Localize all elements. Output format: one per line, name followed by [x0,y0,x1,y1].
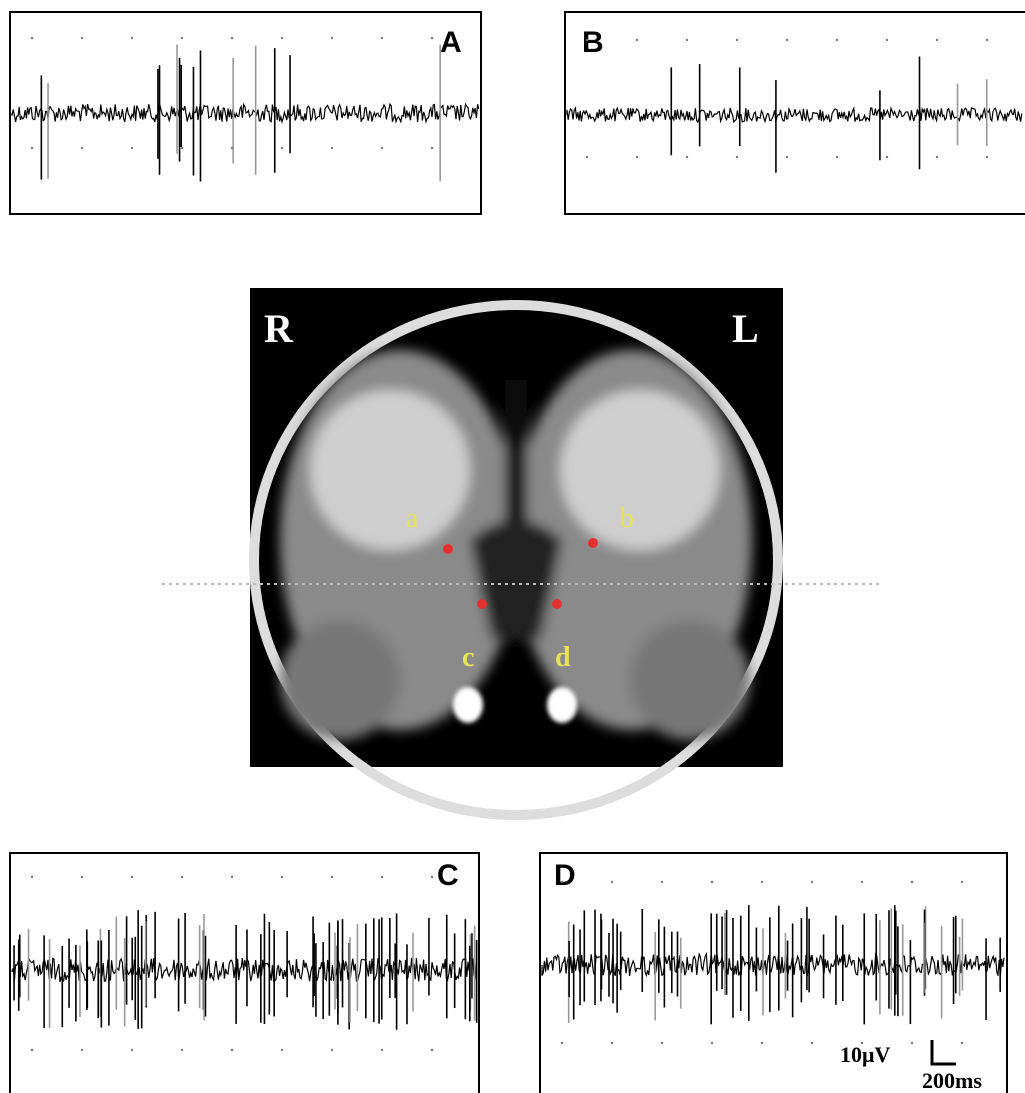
grid-dot [836,39,838,41]
mri-image: R L a b c d [250,288,783,815]
grid-dot [636,39,638,41]
site-label: d [555,642,571,673]
grid-dot [786,156,788,158]
grid-dot [761,881,763,883]
grid-dot [331,1049,333,1051]
scale-bar-lines [932,1040,956,1064]
grid-dot [231,37,233,39]
site-label: c [462,642,474,673]
grid-dot [331,37,333,39]
electrode-site [552,599,562,609]
grid-dot [886,156,888,158]
panel-label: A [440,26,462,59]
grid-dot [131,37,133,39]
scale-bar: 10μV 200ms [840,1040,982,1093]
grid-dot [231,876,233,878]
grid-dot [561,881,563,883]
electrode-site [477,599,487,609]
grid-dot [181,147,183,149]
grid-dot [181,37,183,39]
grid-dot [911,881,913,883]
figure: A B C D R L a b c d [0,0,1025,1093]
grid-dot [586,39,588,41]
grid-dot [81,147,83,149]
grid-dot [811,1042,813,1044]
grid-dot [711,1042,713,1044]
grid-dot [281,37,283,39]
grid-dot [961,1042,963,1044]
grid-dot [711,881,713,883]
trace [542,954,1004,976]
grid-dot [736,39,738,41]
panel-label: D [554,859,576,892]
scale-amplitude: 10μV [840,1042,890,1067]
grid-dot [81,876,83,878]
grid-dot [661,881,663,883]
grid-dot [431,37,433,39]
grid-dot [381,876,383,878]
grid-dot [331,147,333,149]
grid-dot [736,156,738,158]
grid-dot [886,39,888,41]
grid-dot [761,1042,763,1044]
scale-time: 200ms [922,1068,982,1093]
side-label: L [732,306,759,351]
grid-dot [181,1049,183,1051]
grid-dot [231,147,233,149]
grid-dot [811,881,813,883]
grid-dot [611,881,613,883]
grid-dot [131,1049,133,1051]
grid-dot [281,147,283,149]
grid-dot [381,1049,383,1051]
grid-dot [586,156,588,158]
grid-dot [381,147,383,149]
side-label: R [264,306,294,351]
grid-dot [861,881,863,883]
grid-dot [131,147,133,149]
grid-dot [281,1049,283,1051]
grid-dot [786,39,788,41]
grid-dot [31,147,33,149]
grid-dot [281,876,283,878]
grid-dot [911,1042,913,1044]
grid-dot [611,1042,613,1044]
grid-dot [936,156,938,158]
grid-dot [636,156,638,158]
grid-dot [81,37,83,39]
grid-dot [661,1042,663,1044]
panel-label: C [437,859,459,892]
grid-dot [936,39,938,41]
grid-dot [31,876,33,878]
grid-dot [381,37,383,39]
grid-dot [181,876,183,878]
grid-dot [986,39,988,41]
grid-dot [431,1049,433,1051]
grid-dot [31,1049,33,1051]
site-label: b [620,503,634,534]
grid-dot [231,1049,233,1051]
panel-label: B [582,26,604,59]
trace [567,108,1022,122]
electrode-site [588,538,598,548]
grid-dot [131,876,133,878]
site-label: a [406,503,419,534]
electrode-site [443,544,453,554]
grid-dot [81,1049,83,1051]
grid-dot [31,37,33,39]
grid-dot [836,156,838,158]
trace [12,104,479,122]
grid-dot [686,39,688,41]
grid-dot [431,876,433,878]
grid-dot [431,147,433,149]
grid-dot [961,881,963,883]
grid-dot [561,1042,563,1044]
grid-dot [986,156,988,158]
grid-dot [686,156,688,158]
grid-dot [331,876,333,878]
page: A B C D R L a b c d [0,0,1025,1093]
